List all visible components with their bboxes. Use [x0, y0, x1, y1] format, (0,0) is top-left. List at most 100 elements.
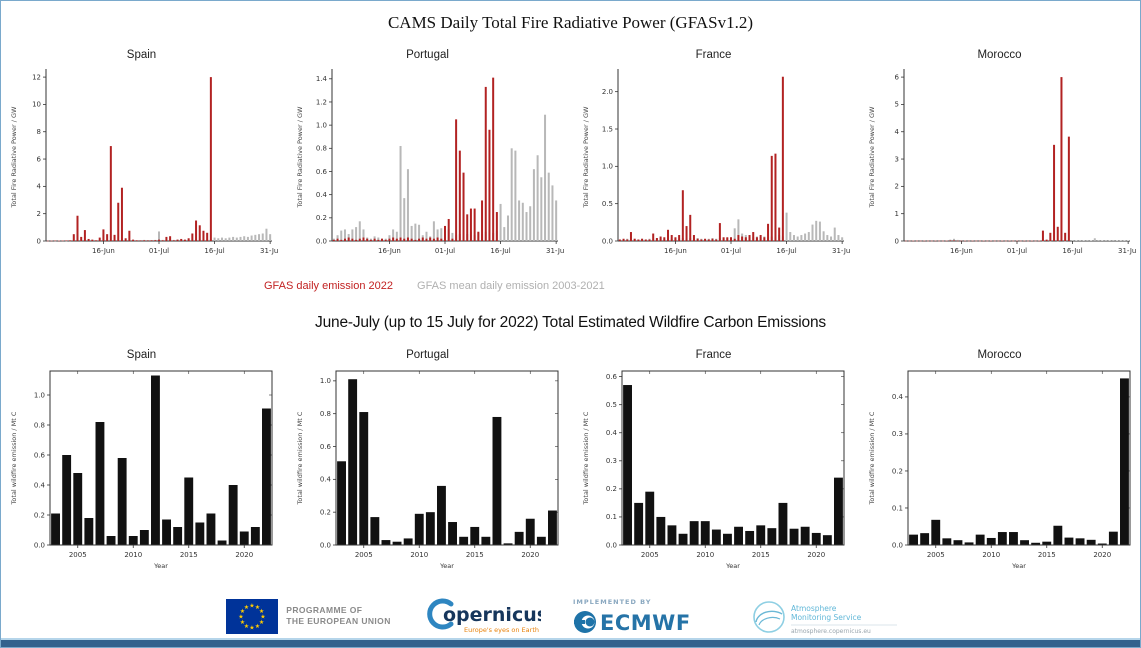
svg-text:Total Fire Radiative Power / G: Total Fire Radiative Power / GW	[868, 106, 876, 208]
svg-text:31-Jul: 31-Jul	[260, 247, 278, 255]
emis-chart-morocco: Morocco Total wildfire emission / Mt C 0.…	[861, 349, 1139, 582]
svg-text:0.8: 0.8	[319, 410, 330, 418]
svg-text:0.0: 0.0	[601, 237, 612, 245]
chart-title-france: France	[695, 49, 732, 61]
chart-title-portugal-emis: Portugal	[406, 349, 449, 361]
frp-chart-france: France Total Fire Radiative Power / GW 0.…	[575, 49, 853, 270]
emission-charts-row: Spain Total wildfire emission / Mt C 0.0 0…	[1, 349, 1140, 582]
page-title: CAMS Daily Total Fire Radiative Power (G…	[387, 13, 754, 32]
chart-title-spain-emis: Spain	[126, 349, 157, 361]
svg-text:0.6: 0.6	[33, 451, 45, 459]
svg-text:Year: Year	[439, 562, 454, 570]
frp-france-plot: Total Fire Radiative Power / GW 0.0 0.5 1.0…	[578, 65, 852, 270]
svg-text:1.0: 1.0	[319, 377, 330, 385]
svg-text:2010: 2010	[124, 551, 142, 559]
svg-text:0.2: 0.2	[891, 467, 902, 475]
svg-text:Total wildfire emission / Mt C: Total wildfire emission / Mt C	[10, 411, 18, 505]
svg-text:2015: 2015	[751, 551, 769, 559]
ams-logo: Atmosphere Monitoring Service atmosphere…	[747, 594, 915, 638]
svg-text:★: ★	[240, 608, 245, 615]
frp-charts-row: Spain Total Fire Radiative Power / GW 0 2 4…	[1, 49, 1140, 270]
svg-text:0.8: 0.8	[33, 421, 44, 429]
frp-chart-spain: Spain Total Fire Radiative Power / GW 0 2 4…	[3, 49, 281, 270]
eu-text-line1: PROGRAMME OF	[286, 605, 363, 616]
frp-legend: GFAS daily emission 2022 GFAS mean daily…	[264, 280, 605, 292]
svg-text:★: ★	[259, 608, 264, 615]
frp-portugal-plot: Total Fire Radiative Power / GW 0.0 0.2 0.4…	[292, 65, 566, 270]
svg-text:0.3: 0.3	[891, 430, 902, 438]
svg-text:8: 8	[36, 128, 40, 136]
svg-text:0.6: 0.6	[319, 443, 331, 451]
svg-text:★: ★	[244, 623, 249, 630]
copernicus-logo: opernicus Europe's eyes on Earth	[419, 595, 541, 637]
svg-text:★: ★	[240, 619, 245, 626]
svg-text:0.4: 0.4	[319, 476, 331, 484]
svg-text:0.0: 0.0	[33, 541, 44, 549]
svg-text:★: ★	[250, 624, 255, 631]
svg-text:31-Jul: 31-Jul	[832, 247, 850, 255]
svg-text:1: 1	[894, 210, 898, 218]
chart-title-morocco-emis: Morocco	[977, 349, 1022, 361]
chart-title-spain: Spain	[126, 49, 157, 61]
svg-text:2020: 2020	[521, 551, 539, 559]
svg-text:0.4: 0.4	[33, 481, 45, 489]
svg-text:0.2: 0.2	[33, 511, 44, 519]
svg-text:0.0: 0.0	[605, 541, 616, 549]
svg-text:0.1: 0.1	[605, 513, 616, 521]
svg-text:1.4: 1.4	[315, 75, 327, 83]
svg-text:Total wildfire emission / Mt C: Total wildfire emission / Mt C	[296, 411, 304, 505]
bottom-blue-bar	[1, 638, 1140, 647]
svg-text:0.5: 0.5	[601, 200, 612, 208]
svg-text:Europe's eyes on Earth: Europe's eyes on Earth	[464, 626, 539, 634]
svg-text:0.4: 0.4	[315, 191, 327, 199]
svg-text:01-Jul: 01-Jul	[434, 247, 454, 255]
svg-text:4: 4	[36, 183, 41, 191]
svg-text:4: 4	[894, 128, 899, 136]
svg-text:6: 6	[36, 155, 41, 163]
svg-text:0.0: 0.0	[315, 237, 326, 245]
copernicus-swoosh-icon: opernicus Europe's eyes on Earth	[426, 598, 541, 634]
svg-text:2: 2	[36, 210, 40, 218]
svg-text:1.0: 1.0	[315, 121, 326, 129]
frp-spain-plot: Total Fire Radiative Power / GW 0 2 4 6 8 10 12…	[6, 65, 280, 270]
svg-text:Year: Year	[1011, 562, 1026, 570]
svg-text:01-Jul: 01-Jul	[1006, 247, 1026, 255]
svg-text:Total Fire Radiative Power / G: Total Fire Radiative Power / GW	[296, 106, 304, 208]
svg-text:IMPLEMENTED BY: IMPLEMENTED BY	[573, 598, 651, 606]
svg-text:0.5: 0.5	[605, 401, 616, 409]
emis-chart-spain: Spain Total wildfire emission / Mt C 0.0 0…	[3, 349, 281, 582]
svg-text:★: ★	[261, 613, 266, 620]
svg-text:2015: 2015	[179, 551, 197, 559]
emis-spain-plot: Total wildfire emission / Mt C 0.0 0.2 0.4 0…	[6, 365, 278, 582]
svg-text:10: 10	[32, 101, 41, 109]
svg-text:2.0: 2.0	[601, 88, 612, 96]
svg-text:1.5: 1.5	[601, 125, 612, 133]
svg-text:★: ★	[239, 613, 244, 620]
chart-title-portugal: Portugal	[406, 49, 449, 61]
svg-text:2020: 2020	[1093, 551, 1111, 559]
legend-2022-label: GFAS daily emission 2022	[264, 280, 394, 292]
svg-text:0.8: 0.8	[315, 145, 326, 153]
svg-text:16-Jun: 16-Jun	[92, 247, 115, 255]
svg-text:★: ★	[244, 604, 249, 611]
logo-footer: ★ ★ ★ ★ ★ ★ ★ ★ ★ ★ ★ ★ PROGRAMME OF THE EUROPEAN U…	[1, 593, 1140, 639]
svg-text:01-Jul: 01-Jul	[720, 247, 740, 255]
svg-text:ECMWF: ECMWF	[600, 611, 691, 635]
chart-title-france-emis: France	[695, 349, 732, 361]
eu-flag-icon: ★ ★★★★★★★★★★★	[226, 598, 279, 634]
frp-chart-portugal: Portugal Total Fire Radiative Power / GW…	[289, 49, 567, 270]
emis-chart-france: France Total wildfire emission / Mt C 0.0…	[575, 349, 853, 582]
svg-text:2005: 2005	[68, 551, 86, 559]
svg-text:16-Jun: 16-Jun	[378, 247, 401, 255]
svg-text:31-Jul: 31-Jul	[546, 247, 564, 255]
svg-text:2015: 2015	[465, 551, 483, 559]
chart-title-morocco: Morocco	[977, 49, 1022, 61]
svg-text:0.2: 0.2	[605, 485, 616, 493]
svg-text:Total wildfire emission / Mt C: Total wildfire emission / Mt C	[582, 411, 590, 505]
svg-text:0.1: 0.1	[891, 504, 902, 512]
svg-text:0: 0	[36, 237, 40, 245]
svg-text:1.0: 1.0	[33, 391, 44, 399]
svg-text:2010: 2010	[982, 551, 1000, 559]
svg-text:0.4: 0.4	[891, 393, 903, 401]
svg-text:16-Jul: 16-Jul	[776, 247, 796, 255]
